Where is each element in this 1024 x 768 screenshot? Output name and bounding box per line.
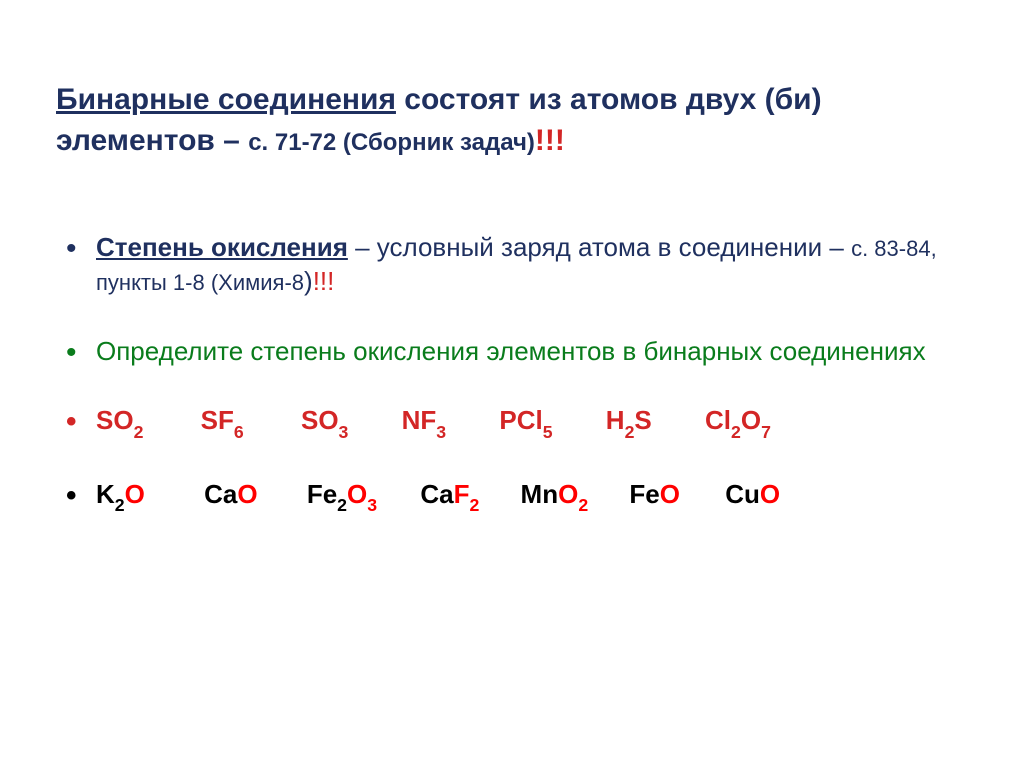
- title-term: Бинарные соединения: [56, 83, 396, 116]
- b2-text: Определите степень окисления элементов в…: [96, 336, 926, 366]
- f-CaO: CaO: [204, 479, 257, 509]
- f-MnO2: MnO2: [521, 479, 589, 509]
- f-NF3: NF3: [402, 405, 447, 435]
- title-bang: !!!: [535, 124, 565, 157]
- formula-row-2: K2O CaO Fe2O3 CaF2 MnO2 FeO CuO: [56, 478, 968, 515]
- f-CuO: CuO: [725, 479, 780, 509]
- f-PCl5: PCl5: [499, 405, 552, 435]
- title-ref-a: с. 71-72 (: [248, 129, 351, 156]
- title-ref-b: Сборник задач): [351, 129, 535, 156]
- f-H2S: H2S: [606, 405, 652, 435]
- b1-close: ): [304, 266, 313, 296]
- bullet-task: Определите степень окисления элементов в…: [56, 335, 968, 369]
- formula-row-1: SO2 SF6 SO3 NF3 PCl5 H2S Cl2O7: [56, 404, 968, 441]
- f-FeO: FeO: [629, 479, 680, 509]
- f-CaF2: CaF2: [420, 479, 479, 509]
- f-SF6: SF6: [201, 405, 244, 435]
- b1-bang: !!!: [313, 266, 335, 296]
- f-Cl2O7: Cl2O7: [705, 405, 771, 435]
- slide: Бинарные соединения состоят из атомов дв…: [0, 0, 1024, 768]
- b1-rest: – условный заряд атома в соединении –: [348, 232, 851, 262]
- f-K2O: K2O: [96, 479, 145, 509]
- f-Fe2O3: Fe2O3: [307, 479, 377, 509]
- slide-title: Бинарные соединения состоят из атомов дв…: [56, 80, 968, 161]
- f-SO2: SO2: [96, 405, 143, 435]
- f-SO3: SO3: [301, 405, 348, 435]
- bullet-oxidation-state: Степень окисления – условный заряд атома…: [56, 231, 968, 299]
- b1-term: Степень окисления: [96, 232, 348, 262]
- body-list: Степень окисления – условный заряд атома…: [56, 231, 968, 515]
